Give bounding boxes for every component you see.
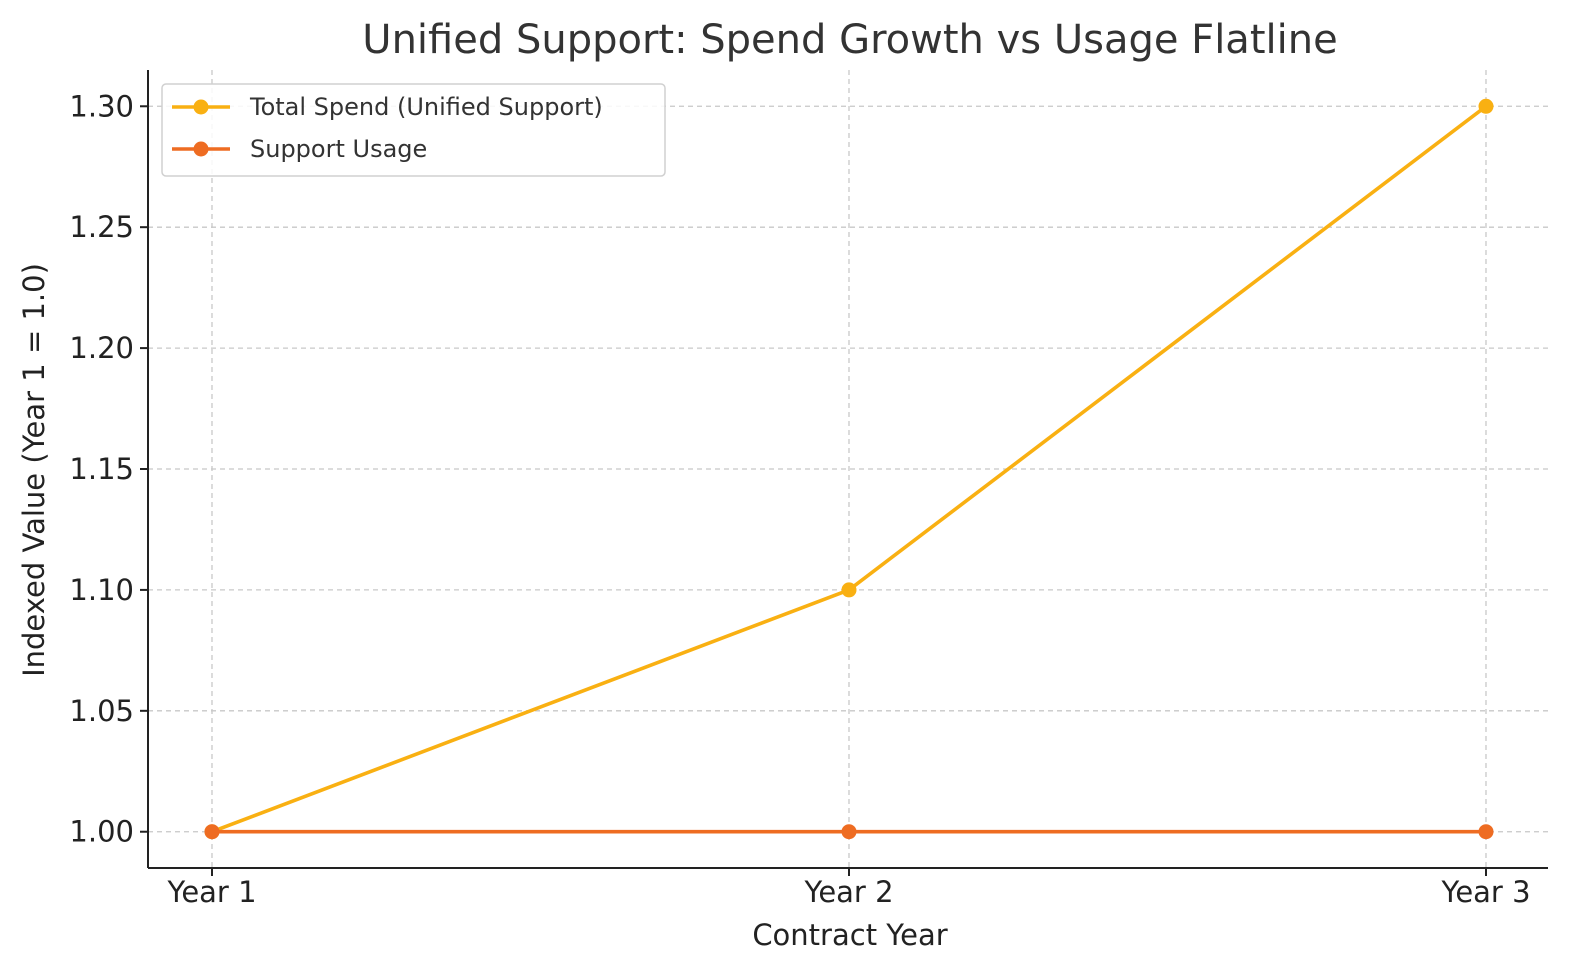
x-axis-label: Contract Year xyxy=(752,918,947,952)
x-tick-label: Year 1 xyxy=(166,875,256,909)
y-tick-label: 1.20 xyxy=(69,331,134,365)
grid xyxy=(148,70,1548,868)
data-point xyxy=(1478,824,1494,840)
y-tick-label: 1.15 xyxy=(69,452,134,486)
axes: 1.00 1.05 1.10 1.15 1.20 1.25 1.30 Year 1 Year 2… xyxy=(69,70,1548,909)
legend-label: Support Usage xyxy=(250,135,427,163)
y-tick-label: 1.10 xyxy=(69,573,134,607)
legend-label: Total Spend (Unified Support) xyxy=(249,93,603,121)
chart-title: Unified Support: Spend Growth vs Usage F… xyxy=(362,17,1337,63)
legend-box xyxy=(161,83,666,177)
data-point xyxy=(841,582,857,598)
data-point xyxy=(1478,98,1494,114)
legend-swatch-marker xyxy=(193,99,209,115)
series-2 xyxy=(204,824,1494,840)
y-axis-label: Indexed Value (Year 1 = 1.0) xyxy=(17,263,51,677)
x-tick-label: Year 3 xyxy=(1440,875,1530,909)
series-layer xyxy=(204,98,1494,840)
legend-swatch-marker xyxy=(193,141,209,157)
legend-item: Support Usage xyxy=(172,135,427,163)
legend-item: Total Spend (Unified Support) xyxy=(172,93,603,121)
y-tick-label: 1.00 xyxy=(69,815,134,849)
y-tick-label: 1.05 xyxy=(69,694,134,728)
legend: Total Spend (Unified Support) Support Usa… xyxy=(161,83,666,177)
x-tick-label: Year 2 xyxy=(803,875,893,909)
data-point xyxy=(841,824,857,840)
data-point xyxy=(204,824,220,840)
y-tick-label: 1.30 xyxy=(69,89,134,123)
y-tick-label: 1.25 xyxy=(69,210,134,244)
